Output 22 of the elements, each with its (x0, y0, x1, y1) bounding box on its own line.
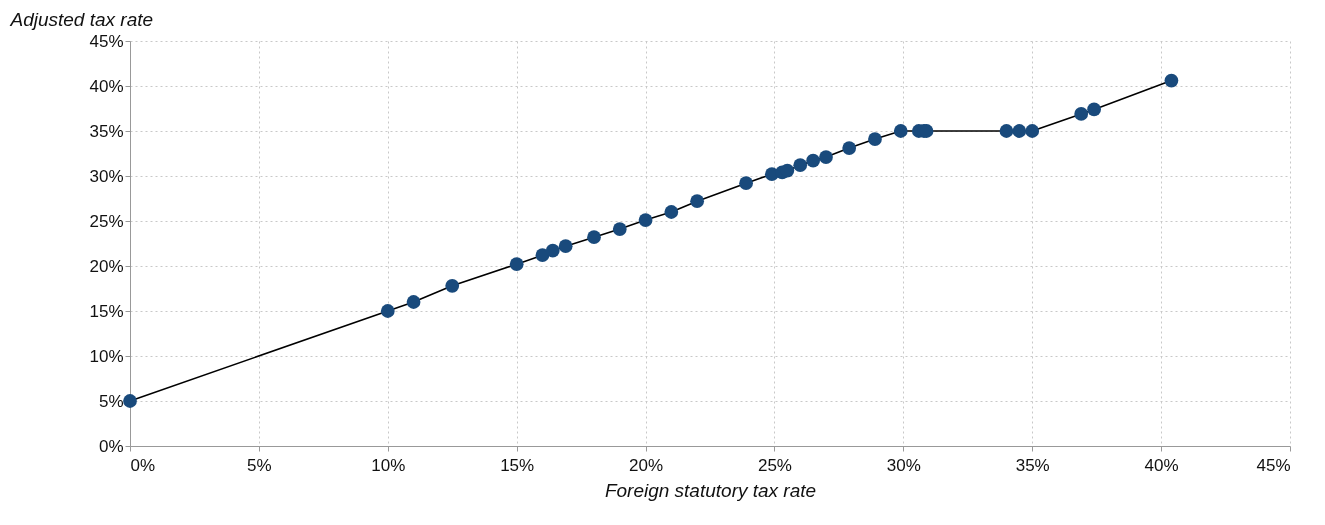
x-tick-label: 10% (371, 455, 406, 475)
y-tick-label: 45% (89, 31, 124, 51)
y-tick-label: 0% (98, 436, 124, 456)
y-tick-label: 15% (89, 301, 124, 321)
x-axis-title: Foreign statutory tax rate (604, 479, 817, 501)
y-tick-label: 5% (98, 391, 124, 411)
x-tick-label: 45% (1256, 455, 1291, 475)
y-tick-label: 40% (89, 76, 124, 96)
x-tick-label: 35% (1015, 455, 1050, 475)
x-tick-label: 40% (1144, 455, 1179, 475)
y-tick-label: 20% (89, 256, 124, 276)
x-tick-label: 20% (629, 455, 664, 475)
y-axis-title: Adjusted tax rate (9, 8, 154, 30)
y-tick-label: 35% (89, 121, 124, 141)
y-tick-label: 30% (89, 166, 124, 186)
y-tick-label: 10% (89, 346, 124, 366)
x-tick-label: 0% (130, 455, 156, 475)
x-tick-label: 15% (500, 455, 535, 475)
x-tick-label: 30% (886, 455, 921, 475)
x-tick-label: 5% (247, 455, 272, 475)
x-tick-label: 25% (757, 455, 792, 475)
y-tick-label: 25% (89, 211, 124, 231)
